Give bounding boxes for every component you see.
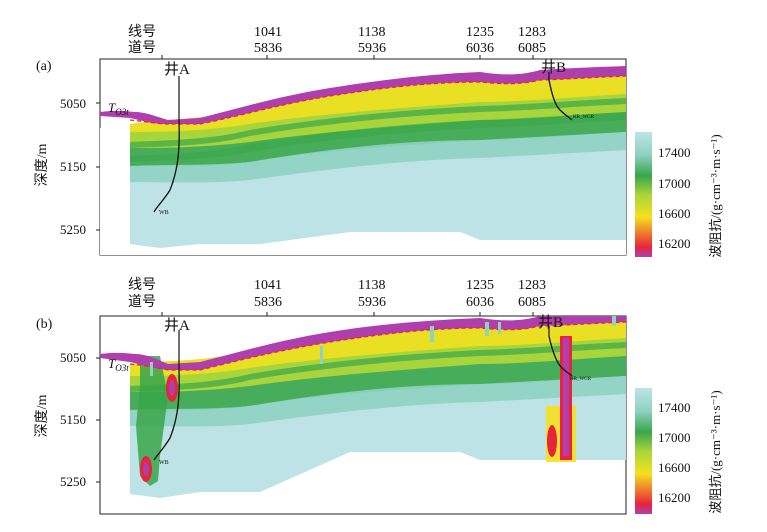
cb-a-tick-17400: 17400	[658, 145, 691, 160]
line-number-1138: 1138	[358, 25, 385, 40]
well-a-trajectory	[153, 121, 180, 213]
header-trace-numbers-b: 5836 5936 6036 6085	[254, 295, 546, 310]
cb-a-tick-17000: 17000	[658, 176, 691, 191]
panel-a-top-ticks	[161, 55, 534, 59]
top-purple-layer	[100, 66, 626, 124]
header-trace-numbers: 5836 5936 6036 6085	[254, 41, 546, 56]
well-b-trajectory	[548, 79, 573, 121]
well-a-label: 井A	[164, 61, 190, 78]
cb-a-tick-16600: 16600	[658, 206, 691, 221]
header-row1-label-b: 线号	[128, 277, 156, 293]
ytick-5150-b: 5150	[60, 412, 86, 427]
header-line-numbers: 1041 1138 1235 1283	[254, 25, 546, 40]
cb-b-tick-16600: 16600	[658, 460, 691, 475]
trace-number-6036-b: 6036	[466, 295, 494, 310]
line-number-1283-b: 1283	[518, 278, 546, 293]
y-axis-label: 深度/m	[34, 144, 50, 187]
ytick-5250: 5250	[60, 222, 86, 237]
well-b-tag: HR_WGR	[573, 115, 595, 120]
panel-a-section	[100, 66, 626, 255]
well-a-tag: WB	[159, 210, 169, 216]
cb-b-tick-17400: 17400	[658, 400, 691, 415]
well-a-trajectory-b	[153, 369, 180, 461]
line-number-1235-b: 1235	[466, 278, 494, 293]
panel-a-y-axis: 5050 5150 5250 深度/m	[34, 96, 100, 237]
cb-b-tick-16200: 16200	[658, 490, 691, 505]
ytick-5150: 5150	[60, 159, 86, 174]
colorbar-a-ramp	[635, 132, 652, 257]
panel-b-tag: (b)	[36, 317, 53, 332]
trace-number-6036: 6036	[466, 41, 494, 56]
well-b-tag-b: HR_WGR	[570, 377, 592, 382]
panel-a-tag: (a)	[36, 59, 52, 74]
line-number-1041-b: 1041	[254, 278, 282, 293]
anomaly-well-a	[136, 356, 168, 486]
well-b-label-b: 井B	[538, 314, 563, 331]
colorbar-b-ramp	[635, 388, 652, 514]
panel-b-section	[100, 316, 626, 498]
panel-b-top-ticks	[161, 312, 534, 316]
top-purple-layer-b	[100, 316, 626, 370]
header-row2-label: 道号	[128, 40, 156, 56]
well-b-label: 井B	[541, 59, 566, 76]
top-spikes	[150, 316, 616, 376]
panel-b-figure: 线号 道号 1041 1138 1235 1283 5836 5936 6036…	[34, 277, 723, 515]
line-number-1138-b: 1138	[358, 278, 385, 293]
colorbar-b-title: 波阻抗/(g·cm⁻³·m·s⁻¹)	[708, 390, 723, 513]
ytick-5050: 5050	[60, 96, 86, 111]
colorbar-a: 17400 17000 16600 16200 波阻抗/(g·cm⁻³·m·s⁻…	[635, 132, 723, 258]
panel-a-figure: 线号 道号 1041 1138 1235 1283 5836 5936 6036…	[34, 24, 723, 258]
horizon-label-b: TO3t	[108, 356, 129, 373]
colorbar-a-title: 波阻抗/(g·cm⁻³·m·s⁻¹)	[708, 134, 723, 257]
trace-number-5936-b: 5936	[358, 295, 386, 310]
line-number-1041: 1041	[254, 25, 282, 40]
horizon-label: TO3t	[108, 100, 129, 117]
header-line-numbers-b: 1041 1138 1235 1283	[254, 278, 546, 293]
header-row2-label-b: 道号	[128, 294, 156, 310]
trace-number-6085-b: 6085	[518, 295, 546, 310]
line-number-1283: 1283	[518, 25, 546, 40]
line-number-1235: 1235	[466, 25, 494, 40]
ytick-5050-b: 5050	[60, 350, 86, 365]
trace-number-6085: 6085	[518, 41, 546, 56]
panel-b: 线号 道号 1041 1138 1235 1283 5836 5936 6036…	[0, 266, 767, 532]
header-row1-label: 线号	[128, 24, 156, 40]
trace-number-5836-b: 5836	[254, 295, 282, 310]
panel-b-y-axis: 5050 5150 5250 深度/m	[34, 350, 100, 489]
y-axis-label-b: 深度/m	[34, 395, 50, 438]
ytick-5250-b: 5250	[60, 474, 86, 489]
trace-number-5836: 5836	[254, 41, 282, 56]
well-b-trajectory-b	[548, 335, 573, 377]
panel-a: 线号 道号 1041 1138 1235 1283 5836 5936 6036…	[34, 24, 723, 258]
trace-number-5936: 5936	[358, 41, 386, 56]
well-a-label-b: 井A	[164, 317, 190, 334]
cb-a-tick-16200: 16200	[658, 236, 691, 251]
colorbar-b: 17400 17000 16600 16200 波阻抗/(g·cm⁻³·m·s⁻…	[635, 388, 723, 514]
horizon-line	[129, 75, 626, 125]
well-a-tag-b: WB	[159, 460, 169, 466]
cb-b-tick-17000: 17000	[658, 430, 691, 445]
